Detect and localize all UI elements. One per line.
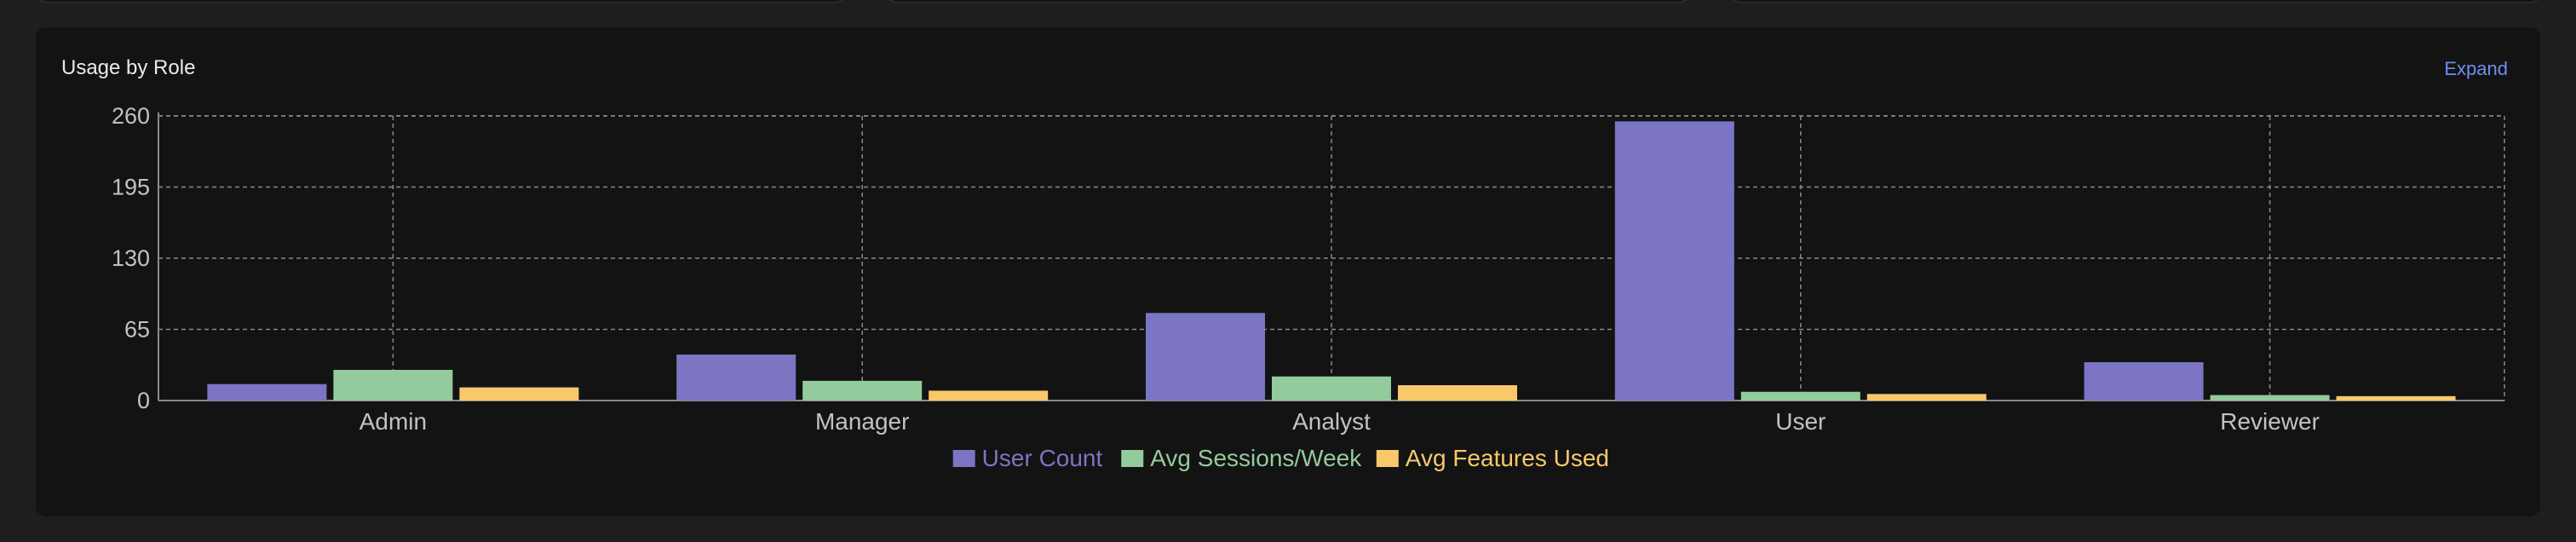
legend-label[interactable]: Avg Features Used bbox=[1406, 445, 1609, 471]
y-tick-label: 0 bbox=[137, 388, 150, 413]
legend-swatch bbox=[1376, 450, 1399, 467]
y-tick-label: 260 bbox=[112, 103, 150, 129]
bar[interactable] bbox=[333, 370, 453, 401]
bar[interactable] bbox=[459, 387, 579, 401]
bar[interactable] bbox=[1398, 385, 1517, 401]
bar[interactable] bbox=[2336, 395, 2456, 401]
bar[interactable] bbox=[1272, 376, 1391, 401]
bar[interactable] bbox=[802, 380, 923, 401]
x-tick-label: Admin bbox=[359, 408, 427, 435]
legend-label[interactable]: Avg Sessions/Week bbox=[1150, 445, 1362, 471]
y-tick-label: 65 bbox=[124, 317, 150, 343]
usage-by-role-panel: Usage by Role Expand bbox=[36, 27, 2540, 516]
legend-swatch bbox=[1121, 450, 1144, 467]
x-tick-label: Manager bbox=[815, 408, 910, 435]
bar[interactable] bbox=[2084, 362, 2204, 401]
y-tick-label: 195 bbox=[112, 175, 150, 200]
bar[interactable] bbox=[676, 355, 796, 401]
bar[interactable] bbox=[1866, 394, 1987, 401]
bar[interactable] bbox=[2210, 395, 2330, 401]
bar[interactable] bbox=[1740, 391, 1860, 401]
bar[interactable] bbox=[1146, 313, 1265, 401]
y-tick-label: 130 bbox=[112, 245, 150, 271]
bar[interactable] bbox=[1614, 121, 1734, 401]
legend-swatch bbox=[952, 450, 975, 467]
bar[interactable] bbox=[929, 390, 1049, 401]
x-tick-label: Analyst bbox=[1292, 408, 1371, 435]
panel-title: Usage by Role bbox=[61, 56, 196, 79]
legend-label[interactable]: User Count bbox=[982, 445, 1103, 471]
x-tick-label: User bbox=[1775, 408, 1826, 435]
bar[interactable] bbox=[207, 383, 327, 401]
expand-button[interactable]: Expand bbox=[2444, 58, 2508, 79]
x-tick-label: Reviewer bbox=[2220, 408, 2320, 435]
